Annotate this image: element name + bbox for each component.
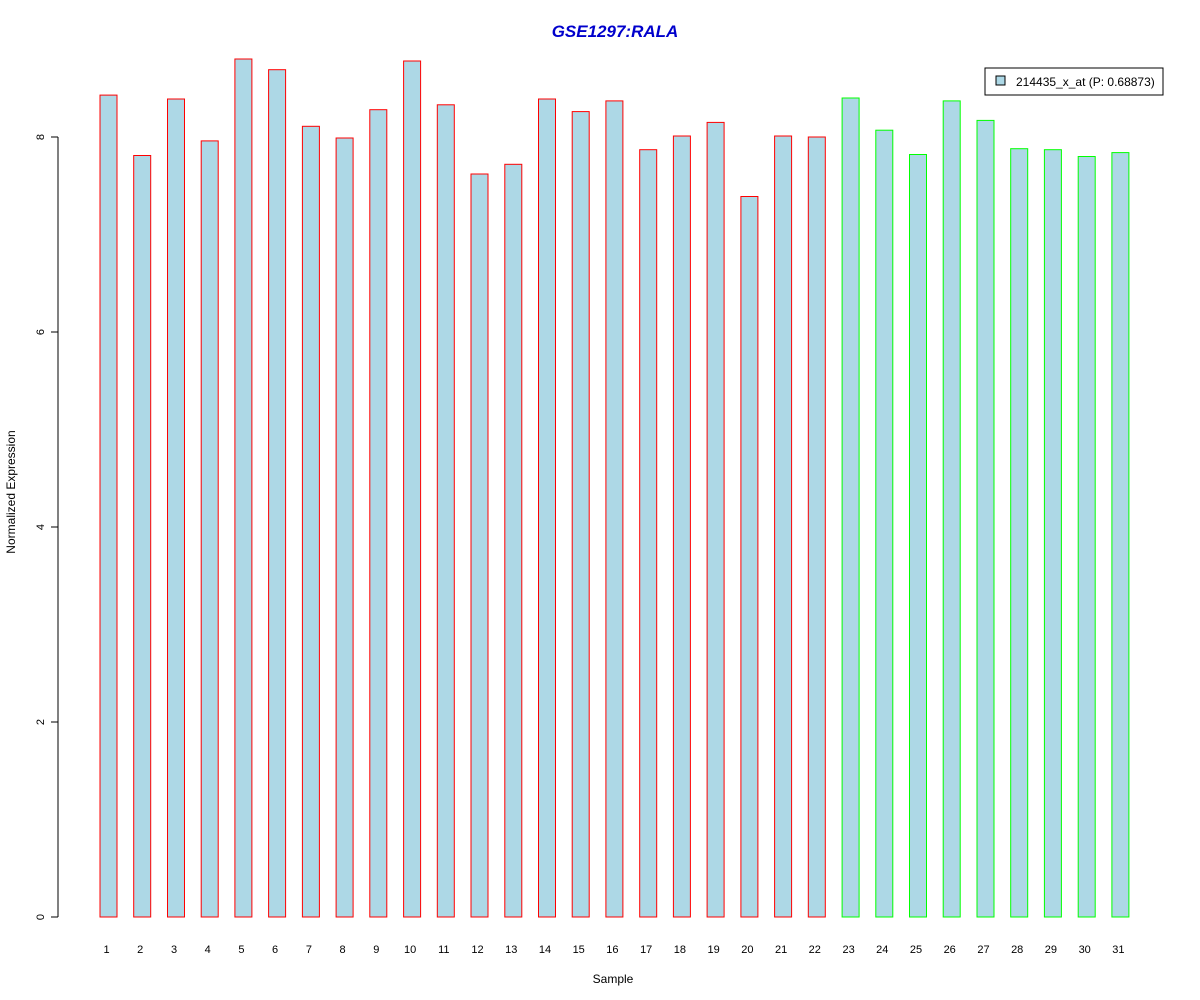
bar-sample-20 xyxy=(740,196,759,918)
x-tick-label-30: 30 xyxy=(1079,944,1091,956)
y-tick-label-8: 8 xyxy=(35,134,47,140)
chart-title: GSE1297:RALA xyxy=(552,22,679,41)
bar-sample-6 xyxy=(268,69,287,918)
y-tick-label-0: 0 xyxy=(35,914,47,920)
x-tick-label-13: 13 xyxy=(505,944,517,956)
x-tick-label-15: 15 xyxy=(573,944,585,956)
x-tick-label-28: 28 xyxy=(1011,944,1023,956)
x-tick-label-6: 6 xyxy=(272,944,278,956)
x-tick-label-9: 9 xyxy=(373,944,379,956)
x-tick-label-18: 18 xyxy=(674,944,686,956)
bar-sample-24 xyxy=(875,129,894,918)
y-axis: 0 2 4 6 8 xyxy=(35,134,59,920)
x-tick-label-2: 2 xyxy=(137,944,143,956)
bar-sample-7 xyxy=(301,125,320,918)
bar-sample-29 xyxy=(1043,149,1062,918)
bar-sample-23 xyxy=(841,97,860,918)
x-tick-label-20: 20 xyxy=(741,944,753,956)
bar-sample-28 xyxy=(1010,148,1029,918)
x-tick-label-27: 27 xyxy=(977,944,989,956)
x-axis-label: Sample xyxy=(593,972,634,986)
bar-sample-5 xyxy=(234,58,253,918)
bar-sample-12 xyxy=(470,173,489,918)
x-tick-label-25: 25 xyxy=(910,944,922,956)
x-tick-label-24: 24 xyxy=(876,944,888,956)
bar-sample-3 xyxy=(167,98,185,918)
x-tick-label-5: 5 xyxy=(238,944,244,956)
legend-box xyxy=(984,67,1164,96)
bar-sample-4 xyxy=(200,140,219,918)
x-tick-label-31: 31 xyxy=(1112,944,1124,956)
bar-sample-31 xyxy=(1111,152,1130,918)
bar-sample-30 xyxy=(1077,156,1096,918)
bar-sample-22 xyxy=(807,136,826,918)
x-tick-label-19: 19 xyxy=(707,944,719,956)
y-axis-label: Normalized Expression xyxy=(4,430,18,553)
bar-sample-16 xyxy=(605,100,624,918)
bar-sample-8 xyxy=(335,137,354,918)
x-tick-label-16: 16 xyxy=(606,944,618,956)
x-tick-label-29: 29 xyxy=(1045,944,1057,956)
legend-label: 214435_x_at (P: 0.68873) xyxy=(1016,75,1155,89)
bar-sample-10 xyxy=(403,60,422,918)
bar-sample-9 xyxy=(369,109,388,918)
x-tick-label-10: 10 xyxy=(404,944,416,956)
legend: 214435_x_at (P: 0.68873) xyxy=(984,67,1164,96)
bar-sample-19 xyxy=(706,121,725,918)
y-tick-label-2: 2 xyxy=(35,719,47,725)
bar-sample-11 xyxy=(436,104,455,918)
x-tick-label-1: 1 xyxy=(103,944,109,956)
bar-sample-15 xyxy=(571,111,590,918)
x-tick-label-4: 4 xyxy=(205,944,211,956)
x-tick-label-8: 8 xyxy=(340,944,346,956)
x-tick-label-23: 23 xyxy=(842,944,854,956)
y-tick-label-6: 6 xyxy=(35,329,47,335)
y-tick-label-4: 4 xyxy=(35,524,47,530)
x-tick-label-7: 7 xyxy=(306,944,312,956)
legend-swatch xyxy=(995,75,1006,86)
x-tick-label-11: 11 xyxy=(438,944,449,956)
bar-sample-1 xyxy=(99,94,118,918)
bar-sample-25 xyxy=(909,154,927,918)
x-tick-label-3: 3 xyxy=(171,944,177,956)
bar-sample-27 xyxy=(976,119,995,918)
bar-sample-13 xyxy=(504,163,523,918)
x-tick-label-21: 21 xyxy=(775,944,787,956)
bar-sample-17 xyxy=(639,149,658,918)
x-tick-label-26: 26 xyxy=(944,944,956,956)
x-tick-label-14: 14 xyxy=(539,944,551,956)
bar-sample-26 xyxy=(942,100,961,918)
bar-sample-2 xyxy=(133,155,152,918)
bar-sample-21 xyxy=(774,135,793,918)
bar-sample-14 xyxy=(538,98,556,918)
x-tick-label-12: 12 xyxy=(471,944,483,956)
x-tick-label-17: 17 xyxy=(640,944,652,956)
bars-group xyxy=(99,58,1130,918)
x-tick-label-22: 22 xyxy=(809,944,821,956)
bar-sample-18 xyxy=(672,135,691,918)
x-tick-labels: 1 2 3 4 5 6 7 8 9 10 11 12 13 14 15 16 17 18 19 20 21 22 23 24 2… xyxy=(103,944,1124,956)
